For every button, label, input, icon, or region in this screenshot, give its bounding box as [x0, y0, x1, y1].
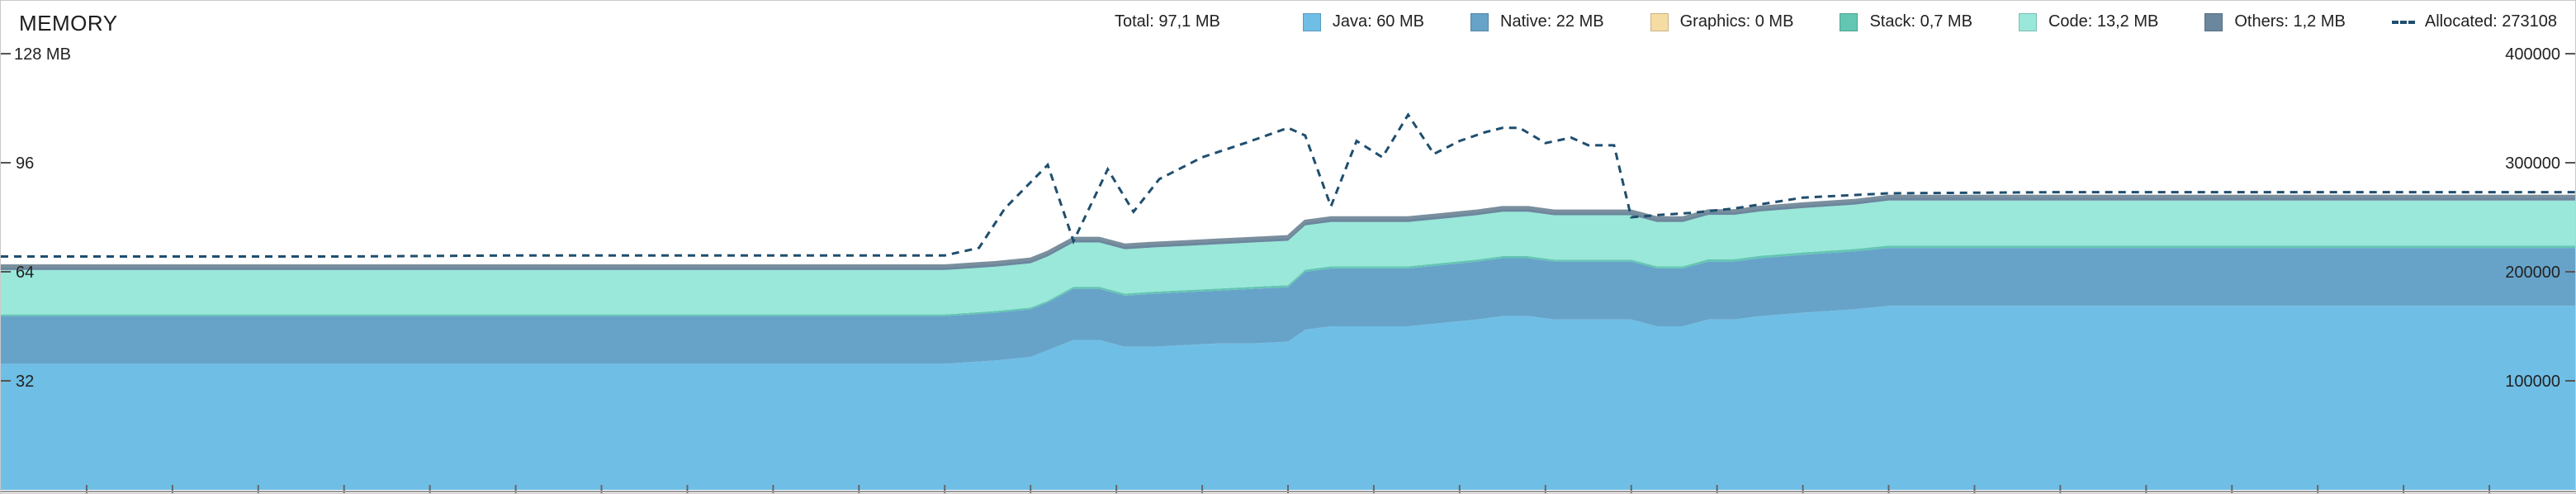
total-outline: [1, 194, 2575, 268]
legend-label-graphics: Graphics: 0 MB: [1679, 12, 1794, 31]
legend-swatch-others: [2204, 12, 2223, 31]
legend-swatch-code: [2018, 12, 2037, 31]
legend-label-java: Java: 60 MB: [1332, 12, 1424, 31]
legend-total: Total: 97,1 MB: [1114, 12, 1220, 31]
legend-item-native[interactable]: Native: 22 MB: [1470, 12, 1604, 31]
legend-dash-allocated: [2391, 20, 2415, 24]
left-axis-unit-label: 128 MB: [14, 45, 71, 64]
legend-label-native: Native: 22 MB: [1500, 12, 1604, 31]
legend-swatch-java: [1302, 12, 1321, 31]
right-tick-label: 100000: [2505, 373, 2560, 391]
panel-title: MEMORY: [19, 11, 118, 36]
legend-item-others[interactable]: Others: 1,2 MB: [2204, 12, 2346, 31]
legend-label-allocated: Allocated: 273108: [2424, 12, 2557, 31]
area-code: [1, 200, 2575, 315]
left-tick-label: 64: [16, 264, 34, 282]
legend-item-stack[interactable]: Stack: 0,7 MB: [1840, 12, 1972, 31]
area-native: [1, 248, 2575, 364]
right-tick-label: 300000: [2505, 154, 2560, 173]
legend-item-java[interactable]: Java: 60 MB: [1302, 12, 1424, 31]
axes: 128 MB 32 64 96 100000 200000 300000 400000: [1, 45, 2575, 493]
right-tick-label: 400000: [2505, 45, 2560, 64]
legend: Total: 97,1 MB Java: 60 MB Native: 22 MB…: [1115, 12, 2557, 31]
stacked-areas: [1, 196, 2575, 490]
legend-label-stack: Stack: 0,7 MB: [1869, 12, 1972, 31]
area-java: [1, 306, 2575, 490]
legend-swatch-graphics: [1650, 12, 1669, 31]
left-tick-label: 96: [16, 154, 34, 173]
legend-label-others: Others: 1,2 MB: [2234, 12, 2346, 31]
legend-label-code: Code: 13,2 MB: [2048, 12, 2159, 31]
legend-item-allocated[interactable]: Allocated: 273108: [2391, 12, 2557, 31]
right-tick-label: 200000: [2505, 264, 2560, 282]
legend-item-graphics[interactable]: Graphics: 0 MB: [1650, 12, 1794, 31]
allocated-line: [1, 112, 2575, 258]
left-tick-label: 32: [16, 373, 34, 391]
legend-swatch-stack: [1840, 12, 1859, 31]
series-lines: [1, 112, 2575, 268]
legend-item-code[interactable]: Code: 13,2 MB: [2018, 12, 2159, 31]
legend-swatch-native: [1470, 12, 1489, 31]
